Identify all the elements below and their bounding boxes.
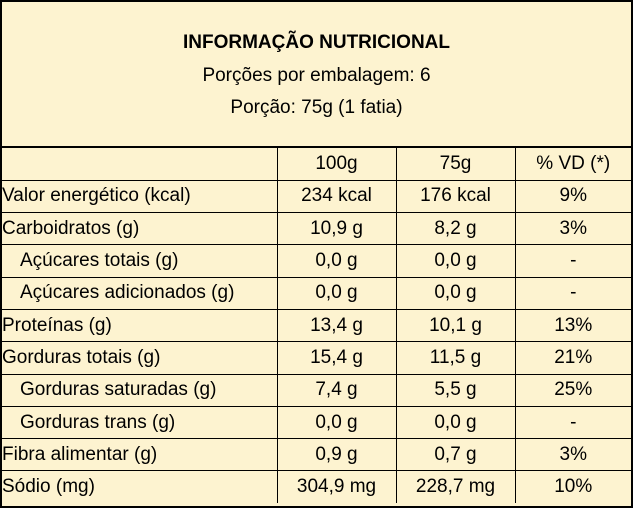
table-row: Açúcares adicionados (g) 0,0 g 0,0 g- [2, 277, 631, 310]
value-per-serving: 176 kcal [396, 180, 516, 214]
table-row: Valor energético (kcal) 234 kcal 176 kcal 9… [2, 180, 631, 214]
nutrient-name: Açúcares totais (g) [2, 244, 278, 278]
value-per-100g: 13,4 g [277, 309, 397, 343]
table-row: Fibra alimentar (g) 0,9 g 0,7 g 3% [2, 438, 631, 472]
nutrient-name: Sódio (mg) [2, 470, 278, 504]
value-per-100g: 234 kcal [277, 180, 397, 214]
table-header-row: 100g 75g % VD (*) [2, 148, 631, 181]
daily-value-percent: 21% [515, 341, 631, 375]
nutrient-name: Açúcares adicionados (g) [2, 277, 278, 310]
value-per-serving: 8,2 g [396, 212, 516, 246]
table-row: Sódio (mg) 304,9 mg 228,7 mg 10% [2, 470, 631, 504]
nutrition-title: INFORMAÇÃO NUTRICIONAL [182, 32, 451, 53]
value-per-100g: 304,9 mg [277, 470, 397, 504]
column-header-nutrient [2, 148, 278, 181]
table-row: Gorduras trans (g) 0,0 g 0,0 g- [2, 406, 631, 440]
column-header-per-100g: 100g [277, 148, 397, 181]
column-header-per-serving: 75g [396, 148, 516, 181]
column-header-daily-value: % VD (*) [515, 148, 631, 181]
servings-per-package: Porções por embalagem: 6 [202, 65, 431, 86]
daily-value-percent: 3% [515, 438, 631, 472]
value-per-serving: 0,0 g [396, 244, 516, 278]
value-per-100g: 0,0 g [277, 244, 397, 278]
value-per-100g: 10,9 g [277, 212, 397, 246]
value-per-serving: 0,0 g [396, 277, 516, 310]
daily-value-percent: - [515, 406, 631, 440]
nutrient-name: Gorduras totais (g) [2, 341, 278, 375]
nutrient-name: Gorduras trans (g) [2, 406, 278, 440]
nutrient-name: Carboidratos (g) [2, 212, 278, 246]
value-per-100g: 7,4 g [277, 374, 397, 407]
table-row: Gorduras saturadas (g) 7,4 g 5,5 g 25% [2, 374, 631, 407]
nutrient-name: Fibra alimentar (g) [2, 438, 278, 472]
table-row: Açúcares totais (g) 0,0 g 0,0 g- [2, 244, 631, 278]
daily-value-percent: 3% [515, 212, 631, 246]
table-row: Proteínas (g) 13,4 g 10,1 g 13% [2, 309, 631, 343]
value-per-serving: 0,7 g [396, 438, 516, 472]
value-per-serving: 5,5 g [396, 374, 516, 407]
nutrient-name: Valor energético (kcal) [2, 180, 278, 214]
daily-value-percent: - [515, 277, 631, 310]
value-per-serving: 228,7 mg [396, 470, 516, 504]
table-row: Gorduras totais (g) 15,4 g 11,5 g 21% [2, 341, 631, 375]
daily-value-percent: 25% [515, 374, 631, 407]
value-per-100g: 0,0 g [277, 406, 397, 440]
daily-value-percent: 10% [554, 476, 593, 498]
value-per-100g: 0,0 g [277, 277, 397, 310]
value-per-serving: 11,5 g [396, 341, 516, 375]
value-per-100g: 0,9 g [277, 438, 397, 472]
nutrient-name: Gorduras saturadas (g) [2, 374, 278, 407]
table-row: Carboidratos (g) 10,9 g 8,2 g 3% [2, 212, 631, 246]
serving-size: Porção: 75g (1 fatia) [230, 97, 403, 118]
daily-value-percent: 13% [515, 309, 631, 343]
daily-value-percent: 9% [515, 180, 631, 214]
nutrition-table-body: 100g 75g % VD (*) Valor energético (kcal… [2, 148, 631, 504]
value-per-serving: 0,0 g [396, 406, 516, 440]
nutrition-table: 100g 75g % VD (*) Valor energético (kcal… [2, 148, 631, 504]
value-per-100g: 15,4 g [277, 341, 397, 375]
nutrition-header: INFORMAÇÃO NUTRICIONAL Porções por embal… [2, 2, 631, 148]
daily-value-percent: - [515, 244, 631, 278]
value-per-serving: 10,1 g [396, 309, 516, 343]
nutrient-name: Proteínas (g) [2, 309, 278, 343]
